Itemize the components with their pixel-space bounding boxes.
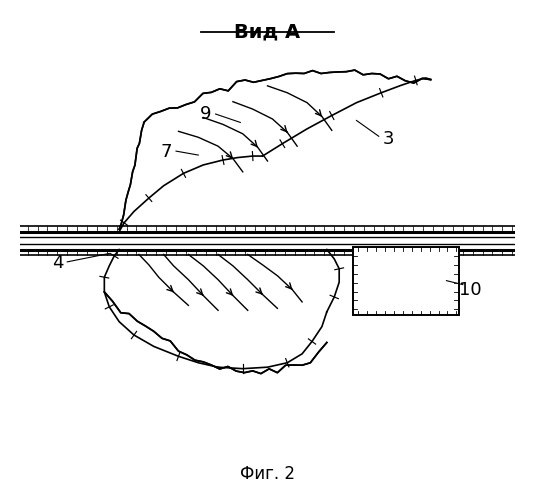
- Text: Фиг. 2: Фиг. 2: [240, 466, 295, 483]
- Bar: [353, 247, 459, 316]
- Text: 9: 9: [200, 105, 211, 123]
- Text: 7: 7: [160, 143, 172, 161]
- Text: Вид А: Вид А: [234, 22, 301, 42]
- Text: 10: 10: [459, 280, 482, 298]
- Text: 4: 4: [51, 254, 63, 272]
- Polygon shape: [104, 250, 339, 374]
- Polygon shape: [119, 70, 431, 232]
- Text: 3: 3: [383, 130, 394, 148]
